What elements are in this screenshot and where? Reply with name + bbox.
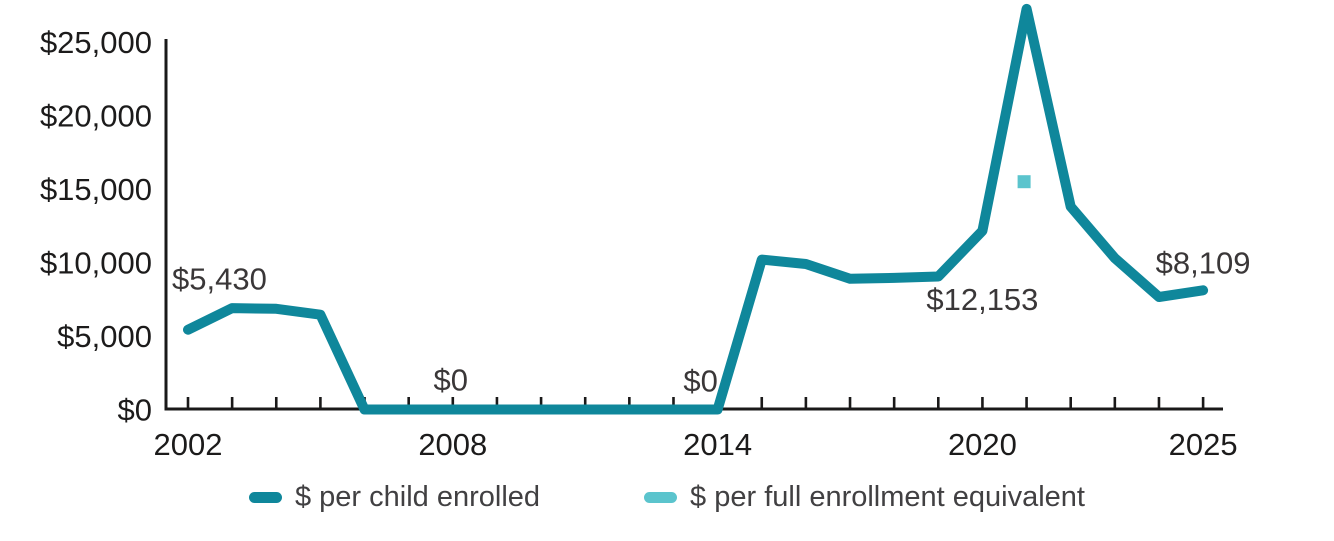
x-tick-label: 2020 [948, 427, 1017, 462]
x-tick-label: 2002 [154, 427, 223, 462]
legend-swatch-per-full-enrollment-equivalent-icon [644, 492, 678, 503]
marker-per-full-enrollment-equivalent [1017, 175, 1031, 189]
series-line-per-child-enrolled [183, 3, 1209, 415]
axis-lines [164, 39, 1223, 411]
y-tick-label: $5,000 [57, 319, 152, 354]
data-label: $0 [683, 364, 717, 399]
y-tick-label: $0 [118, 393, 152, 428]
data-label: $0 [434, 363, 468, 398]
x-tick-label: 2025 [1169, 427, 1238, 462]
y-tick-label: $15,000 [40, 172, 152, 207]
y-tick-label: $20,000 [40, 99, 152, 134]
chart-canvas: $0 $5,000 $10,000 $15,000 $20,000 $25,000 2002… [40, 3, 1251, 462]
x-tick-label: 2014 [683, 427, 752, 462]
x-tick-label: 2008 [418, 427, 487, 462]
data-label: $12,153 [926, 282, 1038, 317]
legend-swatch-per-child-enrolled-icon [248, 492, 282, 503]
data-label: $5,430 [172, 262, 267, 297]
legend-item-per-full-enrollment-equivalent: $ per full enrollment equivalent [644, 481, 1085, 514]
legend-item-per-child-enrolled: $ per child enrolled [248, 481, 541, 514]
legend-label-per-full-enrollment-equivalent: $ per full enrollment equivalent [690, 481, 1085, 513]
legend-label-per-child-enrolled: $ per child enrolled [294, 481, 541, 513]
data-label: $8,109 [1156, 245, 1251, 280]
y-tick-label: $10,000 [40, 246, 152, 281]
y-tick-label: $25,000 [40, 25, 152, 60]
chart-legend: $ per child enrolled $ per full enrollme… [0, 481, 1334, 514]
